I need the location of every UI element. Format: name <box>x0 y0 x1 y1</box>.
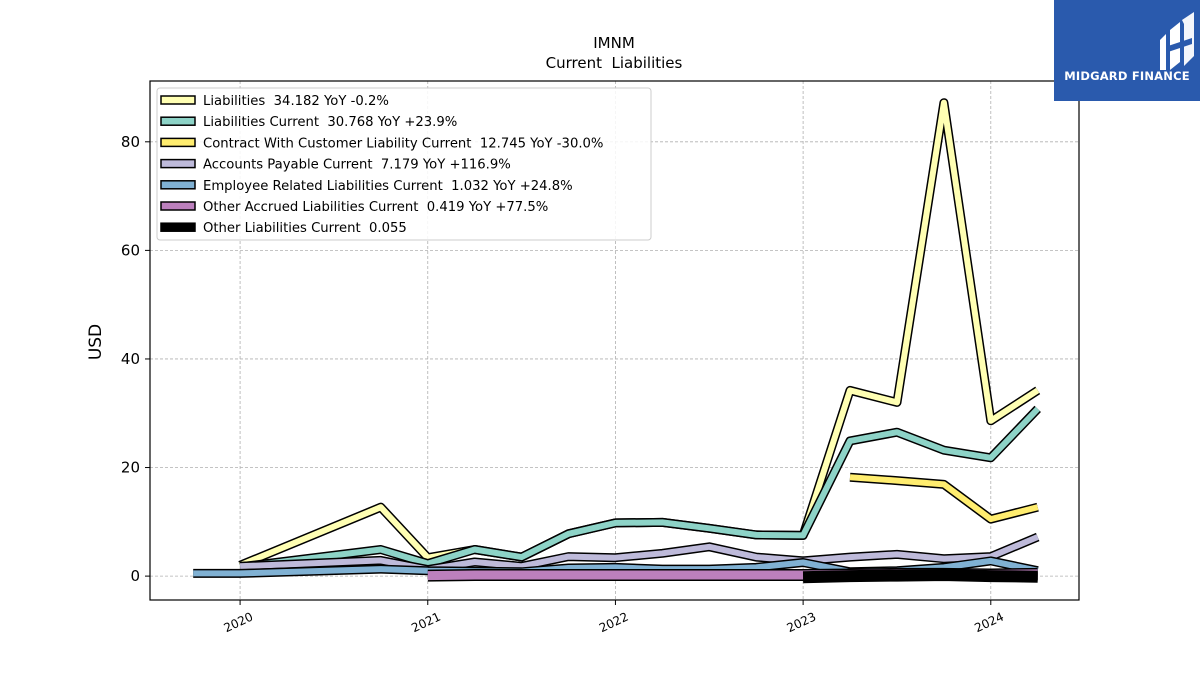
legend-label-0: Liabilities 34.182 YoY -0.2% <box>203 94 389 109</box>
y-axis-ticks: 0 20 40 60 80 <box>121 133 150 585</box>
series-layer <box>193 98 1041 584</box>
series-1-line <box>239 406 1040 570</box>
legend-swatch-4 <box>160 180 196 190</box>
x-tick-label-2023: 2023 <box>785 610 819 636</box>
brand-logo: MIDGARD FINANCE <box>1054 0 1200 101</box>
plot-frame <box>149 80 1080 601</box>
x-tick-label-2024: 2024 <box>972 610 1006 636</box>
legend-label-4: Employee Related Liabilities Current 1.0… <box>203 179 573 194</box>
y-tick-label-20: 20 <box>121 459 140 477</box>
legend-swatch-1 <box>160 116 196 126</box>
x-tick-label-2020: 2020 <box>222 610 256 636</box>
y-tick-label-60: 60 <box>121 241 140 259</box>
brand-name: MIDGARD FINANCE <box>1064 69 1190 83</box>
y-axis-label: USD <box>86 324 106 360</box>
legend-swatch-0 <box>160 95 196 105</box>
legend-swatch-6 <box>160 222 196 232</box>
chart-title: IMNM <box>593 34 635 52</box>
legend-swatch-2 <box>160 137 196 148</box>
y-tick-label-0: 0 <box>130 567 140 585</box>
series-3-line <box>239 534 1039 573</box>
x-tick-label-2022: 2022 <box>597 610 631 636</box>
x-tick-label-2021: 2021 <box>409 610 443 636</box>
legend-label-2: Contract With Customer Liability Current… <box>203 136 603 151</box>
y-tick-label-80: 80 <box>121 133 140 151</box>
chart-subtitle: Current Liabilities <box>546 54 683 72</box>
y-tick-label-40: 40 <box>121 350 140 368</box>
legend-label-6: Other Liabilities Current 0.055 <box>203 221 407 236</box>
legend-swatch-5 <box>160 201 196 211</box>
series-6-line <box>802 570 1038 582</box>
legend-label-1: Liabilities Current 30.768 YoY +23.9% <box>203 115 457 130</box>
legend: Liabilities 34.182 YoY -0.2% Liabilities … <box>156 87 652 241</box>
series-2-line <box>849 474 1039 523</box>
legend-box <box>156 87 652 241</box>
series-1-outline <box>239 405 1041 572</box>
legend-label-3: Accounts Payable Current 7.179 YoY +116.… <box>203 158 511 173</box>
legend-label-5: Other Accrued Liabilities Current 0.419 … <box>203 200 548 215</box>
x-axis-ticks: 2020 2021 2022 2023 2024 <box>222 600 1006 635</box>
legend-swatch-3 <box>160 158 196 169</box>
brand-mark-icon <box>1160 12 1194 70</box>
